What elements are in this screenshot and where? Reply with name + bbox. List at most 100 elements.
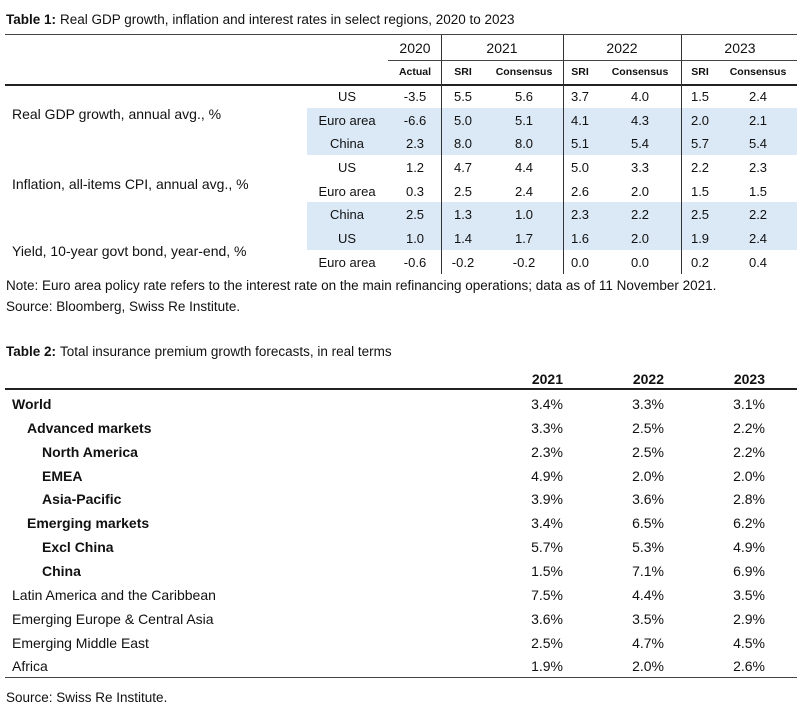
cell-value: 1.0	[514, 207, 534, 223]
cell-value: 2.4	[514, 183, 534, 199]
region-label: US	[337, 230, 357, 246]
cell-value: 0.0	[570, 254, 590, 270]
row-shade	[307, 131, 797, 155]
cell-value: 1.5%	[531, 562, 563, 579]
caption-text: Total insurance premium growth forecasts…	[60, 344, 392, 359]
column-header: SRI	[571, 66, 589, 78]
caption-label: Table 2:	[6, 344, 57, 359]
cell-value: 2.4	[748, 89, 768, 104]
region-label: Euro area	[318, 254, 376, 270]
cell-value: 5.0	[570, 159, 590, 175]
cell-value: -0.2	[451, 254, 475, 270]
source: Source: Bloomberg, Swiss Re Institute.	[6, 299, 241, 314]
cell-value: 2.3	[748, 159, 768, 175]
cell-value: 0.2	[690, 254, 710, 270]
group-label: Inflation, all-items CPI, annual avg., %	[12, 176, 249, 192]
rule	[5, 84, 797, 86]
cell-value: 6.5%	[632, 515, 664, 532]
region-label: Euro area	[318, 183, 376, 199]
cell-value: 5.1	[570, 136, 590, 152]
cell-value: 3.4%	[531, 515, 563, 532]
cell-value: 2.3	[405, 136, 425, 152]
cell-value: 5.7	[690, 136, 710, 152]
cell-value: 2.0%	[632, 658, 664, 675]
cell-value: -0.2	[512, 254, 536, 270]
cell-value: 2.5	[690, 207, 710, 223]
cell-value: 2.5%	[632, 443, 664, 460]
cell-value: 5.5	[453, 89, 473, 104]
cell-value: 0.0	[630, 254, 650, 270]
cell-value: 7.1%	[632, 562, 664, 579]
cell-value: 2.2	[630, 207, 650, 223]
source: Source: Swiss Re Institute.	[6, 690, 168, 705]
cell-value: 3.5%	[632, 610, 664, 627]
cell-value: -3.5	[403, 89, 427, 104]
row-shade	[307, 225, 797, 250]
region-label: Euro area	[318, 112, 376, 128]
cell-value: 5.1	[514, 112, 534, 128]
cell-value: 4.4	[514, 159, 534, 175]
cell-value: 2.6%	[733, 658, 765, 675]
caption-text: Real GDP growth, inflation and interest …	[60, 12, 515, 27]
row-label: World	[12, 396, 52, 412]
cell-value: 2.0	[630, 230, 650, 246]
cell-value: 3.6%	[531, 610, 563, 627]
cell-value: 5.7%	[531, 539, 563, 556]
row-label: EMEA	[42, 467, 83, 484]
region-label: US	[337, 159, 357, 175]
year-header: 2021	[486, 40, 518, 56]
cell-value: 5.4	[630, 136, 650, 152]
cell-value: 2.8%	[733, 491, 765, 508]
rule	[5, 34, 797, 35]
row-label: Excl China	[42, 539, 114, 556]
cell-value: 5.6	[514, 89, 534, 104]
row-label: North America	[42, 443, 138, 460]
cell-value: 3.9%	[531, 491, 563, 508]
cell-value: 4.9%	[531, 467, 563, 484]
cell-value: 2.5%	[632, 419, 664, 436]
cell-value: 3.3%	[531, 419, 563, 436]
column-header: SRI	[691, 66, 709, 78]
cell-value: 2.5%	[531, 634, 563, 651]
table-caption: Table 2: Total insurance premium growth f…	[6, 345, 392, 359]
row-label: Emerging Middle East	[12, 634, 149, 651]
cell-value: 4.3	[630, 112, 650, 128]
rule	[563, 35, 564, 274]
cell-value: 2.3%	[531, 443, 563, 460]
cell-value: 3.5%	[733, 586, 765, 603]
cell-value: 1.3	[453, 207, 473, 223]
cell-value: 2.1	[748, 112, 768, 128]
column-header: Consensus	[495, 66, 553, 78]
cell-value: 4.7%	[632, 634, 664, 651]
region-label: US	[337, 89, 357, 104]
cell-value: 4.0	[630, 89, 650, 104]
year-header: 2023	[724, 40, 756, 56]
cell-value: 3.7	[570, 89, 590, 104]
cell-value: 0.3	[405, 183, 425, 199]
region-label: China	[330, 136, 364, 152]
cell-value: 1.9%	[531, 658, 563, 675]
group-label: Yield, 10-year govt bond, year-end, %	[12, 243, 247, 259]
cell-value: 6.2%	[733, 515, 765, 532]
column-header: SRI	[454, 66, 472, 78]
cell-value: 2.3	[570, 207, 590, 223]
rule	[388, 60, 797, 61]
cell-value: 2.6	[570, 183, 590, 199]
rule	[5, 677, 797, 678]
cell-value: 1.5	[690, 89, 710, 104]
column-header: Consensus	[729, 66, 787, 78]
rule	[441, 35, 442, 274]
row-label: Advanced markets	[27, 419, 152, 436]
cell-value: 2.5	[453, 183, 473, 199]
cell-value: 6.9%	[733, 562, 765, 579]
row-label: Emerging markets	[27, 515, 150, 532]
cell-value: 2.5	[405, 207, 425, 223]
row-label: Asia-Pacific	[42, 491, 122, 508]
row-shade	[307, 107, 797, 132]
cell-value: 4.9%	[733, 539, 765, 556]
region-label: China	[330, 207, 364, 223]
cell-value: 2.0	[630, 183, 650, 199]
row-label: Emerging Europe & Central Asia	[12, 610, 214, 627]
cell-value: 1.2	[405, 159, 425, 175]
